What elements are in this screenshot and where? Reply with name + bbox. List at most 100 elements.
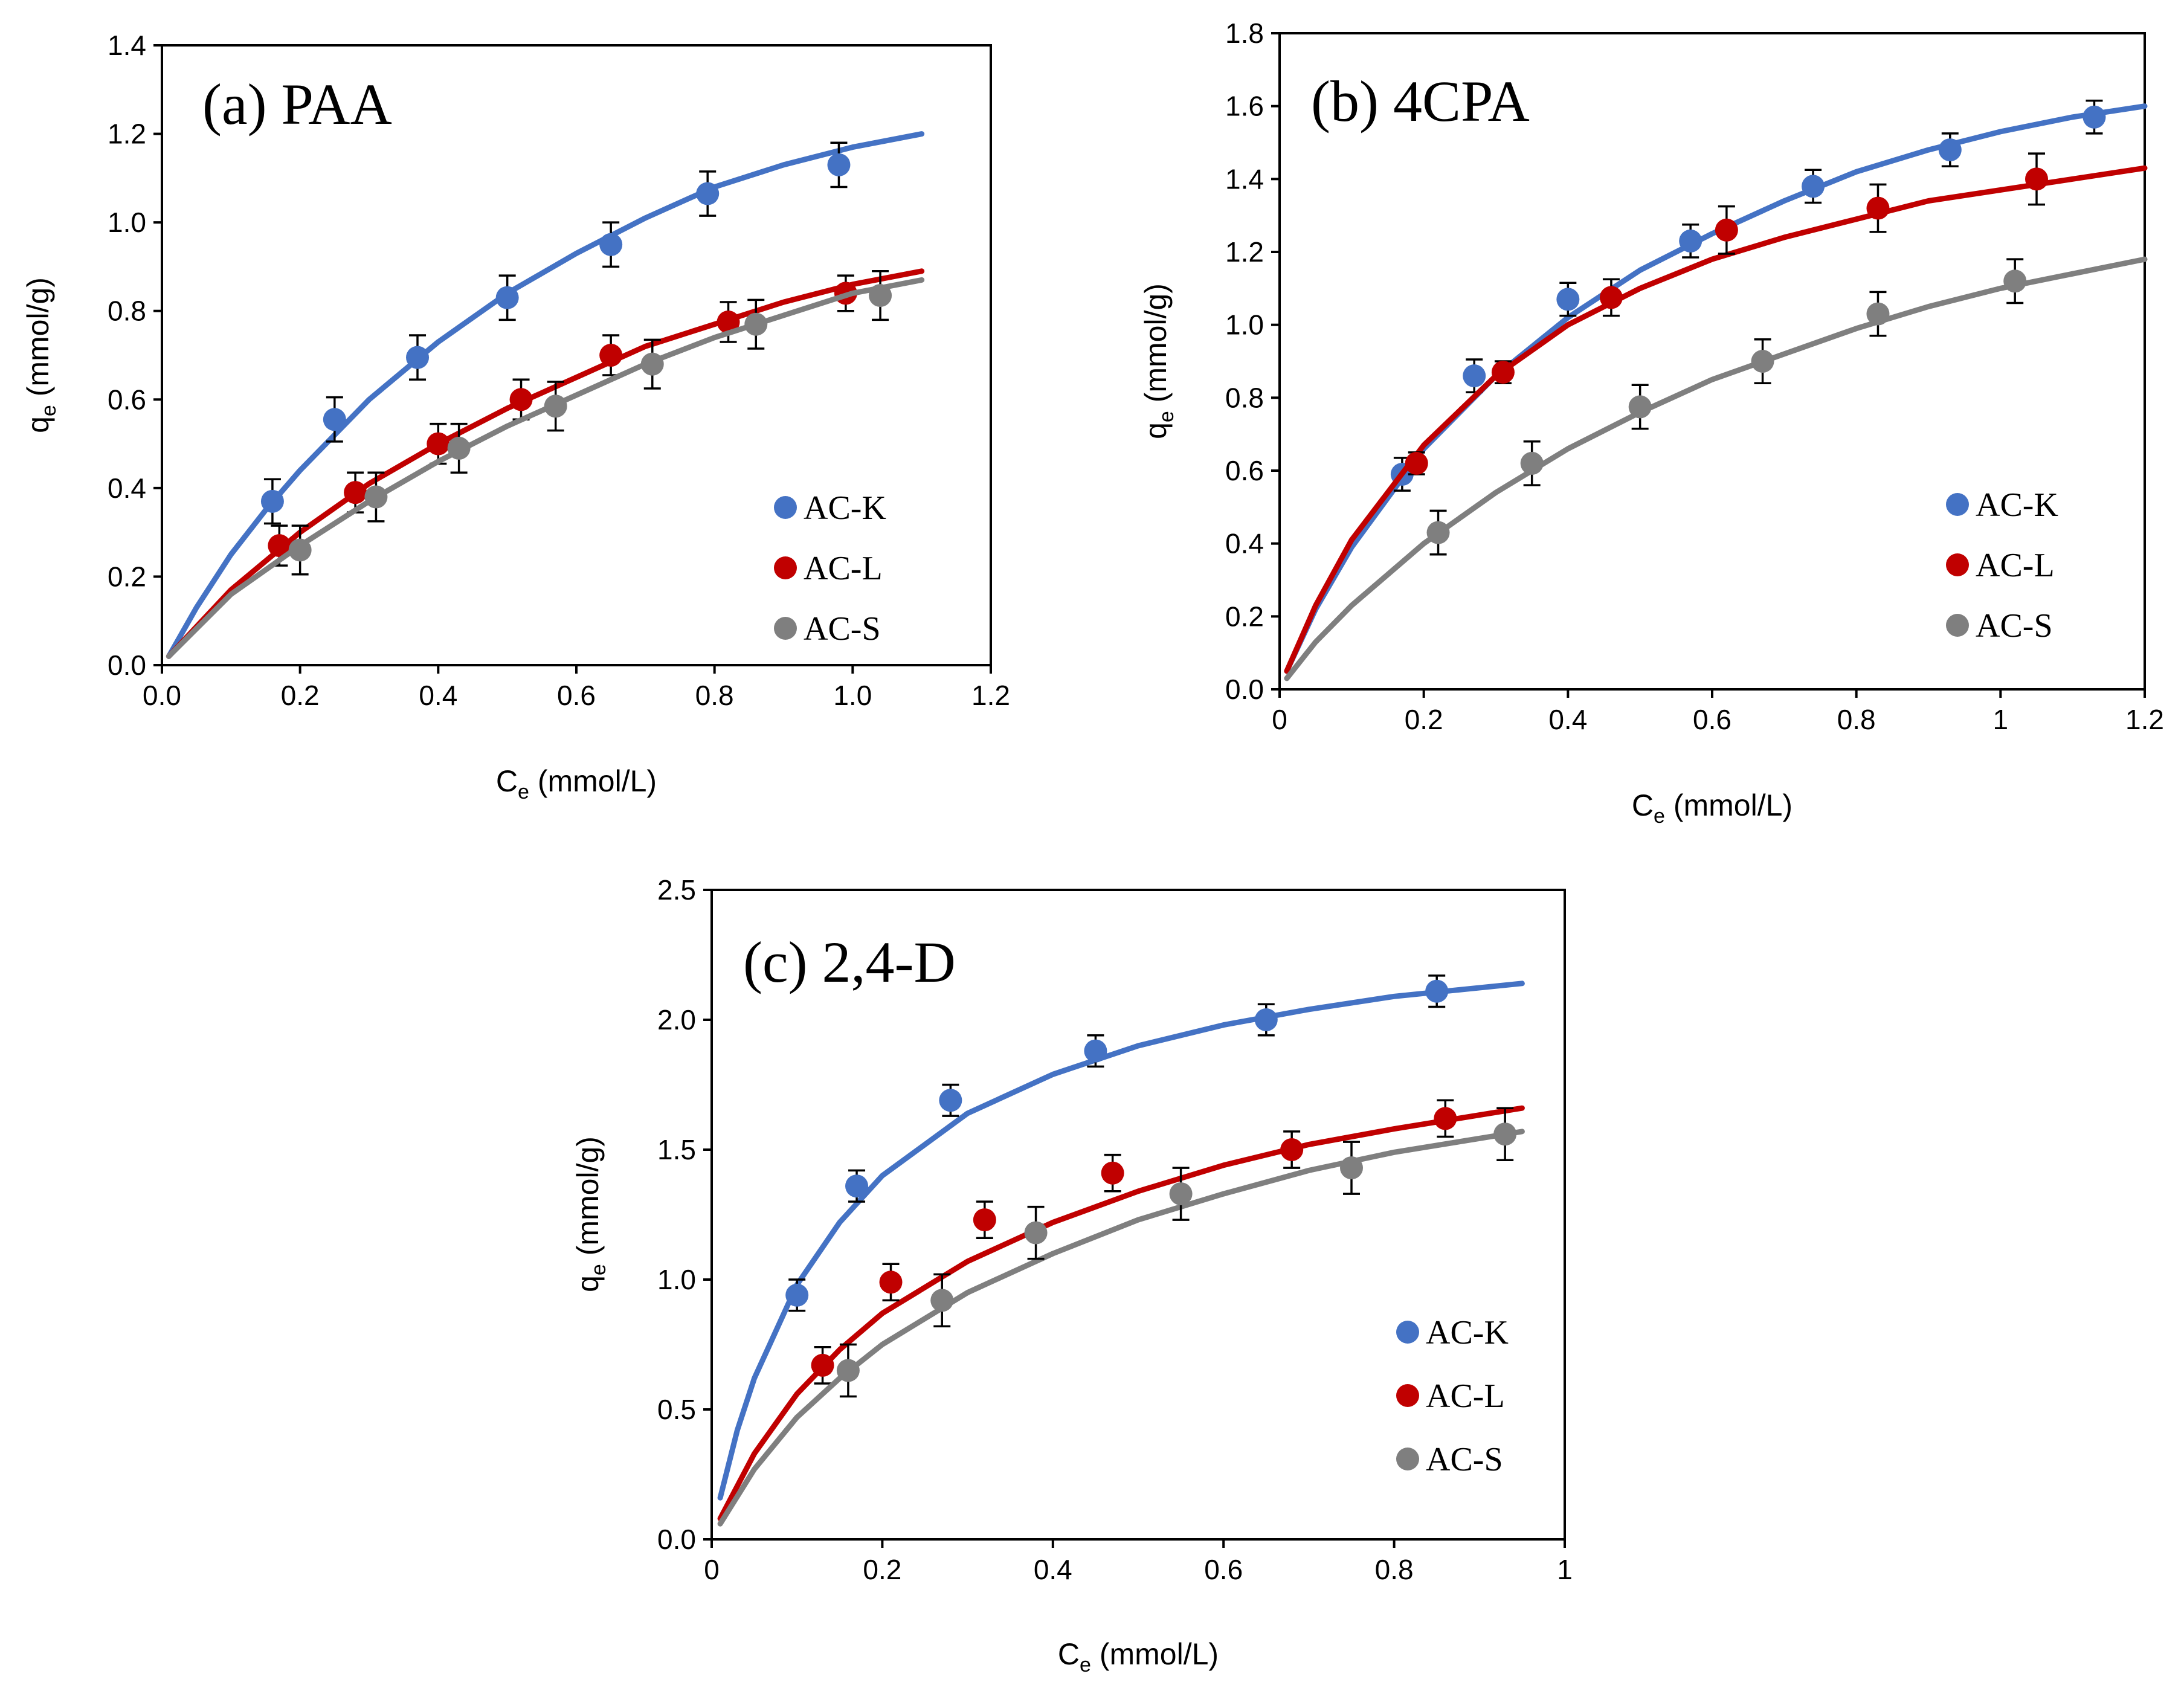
legend-label: AC-S (1976, 607, 2053, 645)
fit-curve (166, 268, 925, 659)
x-tick-label: 0.6 (1693, 704, 1731, 735)
data-point (696, 182, 720, 205)
series-ac-k (166, 131, 925, 659)
data-point (344, 481, 367, 504)
fit-curve (166, 131, 925, 659)
y-axis-label: qe (mmol/g) (571, 1136, 610, 1292)
y-tick-label: 0.5 (657, 1394, 696, 1425)
y-tick-label: 1.2 (108, 118, 146, 150)
y-tick-label: 0.0 (108, 649, 146, 681)
data-point (1426, 521, 1450, 544)
data-point (1280, 1138, 1304, 1161)
data-point (1024, 1221, 1048, 1245)
x-axis-label: Ce (mmol/L) (1058, 1637, 1219, 1676)
y-tick-label: 1.0 (1225, 309, 1264, 341)
data-point (973, 1208, 996, 1232)
legend-marker (1946, 493, 1969, 516)
x-tick-label: 0.4 (1034, 1554, 1072, 1585)
data-point (785, 1283, 809, 1307)
x-tick-label: 0.6 (557, 680, 596, 711)
data-point (1084, 1039, 1107, 1063)
x-tick-label: 0.8 (695, 680, 734, 711)
fit-curve (717, 1129, 1525, 1527)
data-point (1599, 286, 1623, 309)
data-point (640, 352, 664, 376)
series-ac-s (166, 270, 925, 659)
y-tick-label: 2.5 (657, 874, 696, 906)
legend-label: AC-K (1426, 1314, 1509, 1351)
data-point (1169, 1182, 1193, 1206)
data-point (1866, 196, 1890, 220)
y-tick-label: 0.6 (1225, 455, 1264, 486)
y-tick-label: 1.8 (1225, 18, 1264, 49)
y-tick-label: 1.4 (108, 30, 146, 61)
data-point (406, 346, 430, 369)
data-point (1340, 1156, 1363, 1180)
y-axis-label: qe (mmol/g) (21, 277, 60, 433)
data-point (1938, 138, 1962, 162)
data-point (544, 395, 567, 418)
legend-marker (1396, 1384, 1419, 1407)
data-point (1425, 979, 1449, 1003)
y-tick-label: 0.8 (108, 295, 146, 327)
legend-marker (774, 556, 797, 579)
data-point (1679, 229, 1702, 253)
plot-frame (710, 889, 1566, 1541)
panel-title: (a) PAA (202, 72, 392, 137)
y-tick-label: 0.4 (108, 472, 146, 504)
legend-label: AC-K (1976, 486, 2058, 524)
y-tick-label: 2.0 (657, 1004, 696, 1035)
y-tick-label: 0.0 (1225, 674, 1264, 705)
data-point (1751, 350, 1774, 373)
data-point (509, 388, 533, 411)
x-tick-label: 1.2 (971, 680, 1010, 711)
data-point (1520, 451, 1544, 475)
fit-curve (717, 981, 1525, 1501)
data-point (879, 1270, 903, 1294)
series-ac-l (1284, 152, 2148, 674)
y-tick-label: 1.2 (1225, 236, 1264, 268)
data-point (811, 1353, 834, 1377)
data-point (939, 1089, 962, 1112)
data-point (427, 432, 450, 456)
x-axis-label: Ce (mmol/L) (1632, 788, 1793, 828)
data-point (1802, 175, 1825, 198)
x-tick-label: 0.6 (1204, 1554, 1243, 1585)
legend-marker (774, 496, 797, 519)
y-tick-label: 0.2 (108, 561, 146, 592)
y-tick-label: 1.0 (657, 1264, 696, 1295)
data-point (495, 286, 519, 309)
y-tick-label: 1.6 (1225, 91, 1264, 122)
x-tick-label: 0 (704, 1554, 720, 1585)
panel-a: 0.0 0.2 0.4 0.6 0.8 1.0 1.2 0.0 0.2 0.4 0.6 0.8 1.0 1… (21, 30, 1010, 804)
data-point (2003, 269, 2027, 293)
fit-curve (1284, 256, 2148, 681)
data-point (288, 538, 312, 562)
data-point (1463, 364, 1486, 388)
fit-curve (1284, 165, 2148, 674)
y-tick-label: 1.5 (657, 1134, 696, 1165)
data-point (599, 344, 623, 367)
data-point (364, 485, 388, 509)
x-tick-label: 0.4 (1548, 704, 1587, 735)
x-tick-label: 0 (1272, 704, 1287, 735)
y-tick-label: 1.4 (1225, 163, 1264, 195)
x-tick-label: 0.8 (1837, 704, 1876, 735)
data-point (827, 153, 851, 176)
y-tick-label: 0.6 (108, 384, 146, 415)
data-point (869, 284, 892, 308)
data-point (1628, 395, 1652, 419)
panel-b: 0 0.2 0.4 0.6 0.8 1 1.2 0.0 0.2 0.4 0.6 0.8 1.0 1.2 1.… (1139, 18, 2164, 828)
panel-title: (c) 2,4-D (743, 930, 956, 994)
x-tick-label: 1 (1557, 1554, 1573, 1585)
data-point (744, 312, 768, 336)
x-tick-label: 0.2 (1405, 704, 1443, 735)
series-ac-l (717, 1099, 1525, 1522)
y-tick-label: 0.0 (657, 1524, 696, 1555)
legend-label: AC-L (1976, 547, 2055, 584)
data-point (1101, 1161, 1124, 1185)
fit-curve (717, 1105, 1525, 1522)
data-point (2083, 105, 2106, 129)
y-tick-label: 0.4 (1225, 528, 1264, 559)
